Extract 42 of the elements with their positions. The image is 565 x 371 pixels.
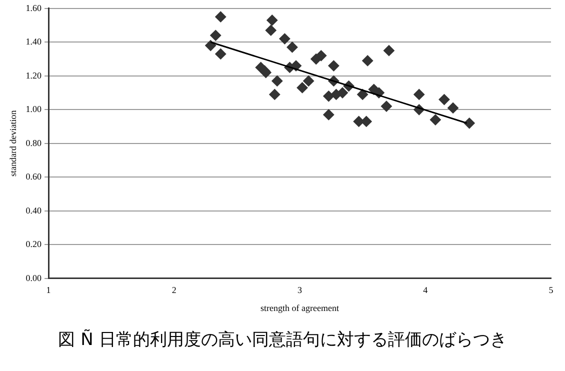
x-tick-label: 4 [423, 285, 428, 296]
point [383, 45, 394, 56]
x-tick-label: 5 [548, 285, 554, 296]
x-tick-label: 2 [172, 285, 176, 296]
y-tick-label: 0.00 [26, 272, 42, 283]
point [430, 114, 441, 126]
x-axis-title: strength of agreement [260, 302, 340, 313]
point [269, 88, 280, 100]
point [414, 88, 425, 100]
point [272, 75, 283, 86]
y-tick-label: 0.80 [26, 138, 42, 148]
point [265, 24, 276, 36]
point [279, 33, 290, 44]
point [328, 60, 340, 72]
y-tick-label: 1.60 [26, 2, 42, 13]
y-tick-label: 0.60 [26, 172, 42, 182]
point [316, 50, 327, 62]
y-tick-label: 0.20 [26, 239, 42, 250]
point [210, 30, 222, 41]
point [323, 90, 334, 102]
y-tick-label: 0.40 [26, 205, 42, 216]
point [464, 118, 475, 129]
y-tick-label: 1.20 [26, 70, 42, 80]
point [215, 11, 226, 22]
point [215, 48, 226, 60]
text: 図 Ñ 日常的利用度の高い同意語句に対する評価のばらつき [57, 328, 508, 351]
point [357, 88, 368, 100]
y-tick-label: 1.00 [26, 104, 42, 114]
point [303, 75, 314, 86]
point [438, 94, 450, 106]
point [205, 40, 216, 52]
point [380, 100, 392, 112]
point [286, 42, 298, 53]
point [362, 55, 374, 66]
point [266, 14, 278, 26]
point [323, 109, 334, 120]
x-tick-label: 1 [46, 285, 51, 296]
point [448, 102, 459, 114]
y-tick-label: 1.40 [26, 36, 42, 47]
y-axis-title: standard deviation [8, 110, 18, 177]
x-tick-label: 3 [298, 285, 303, 296]
point [296, 82, 308, 94]
